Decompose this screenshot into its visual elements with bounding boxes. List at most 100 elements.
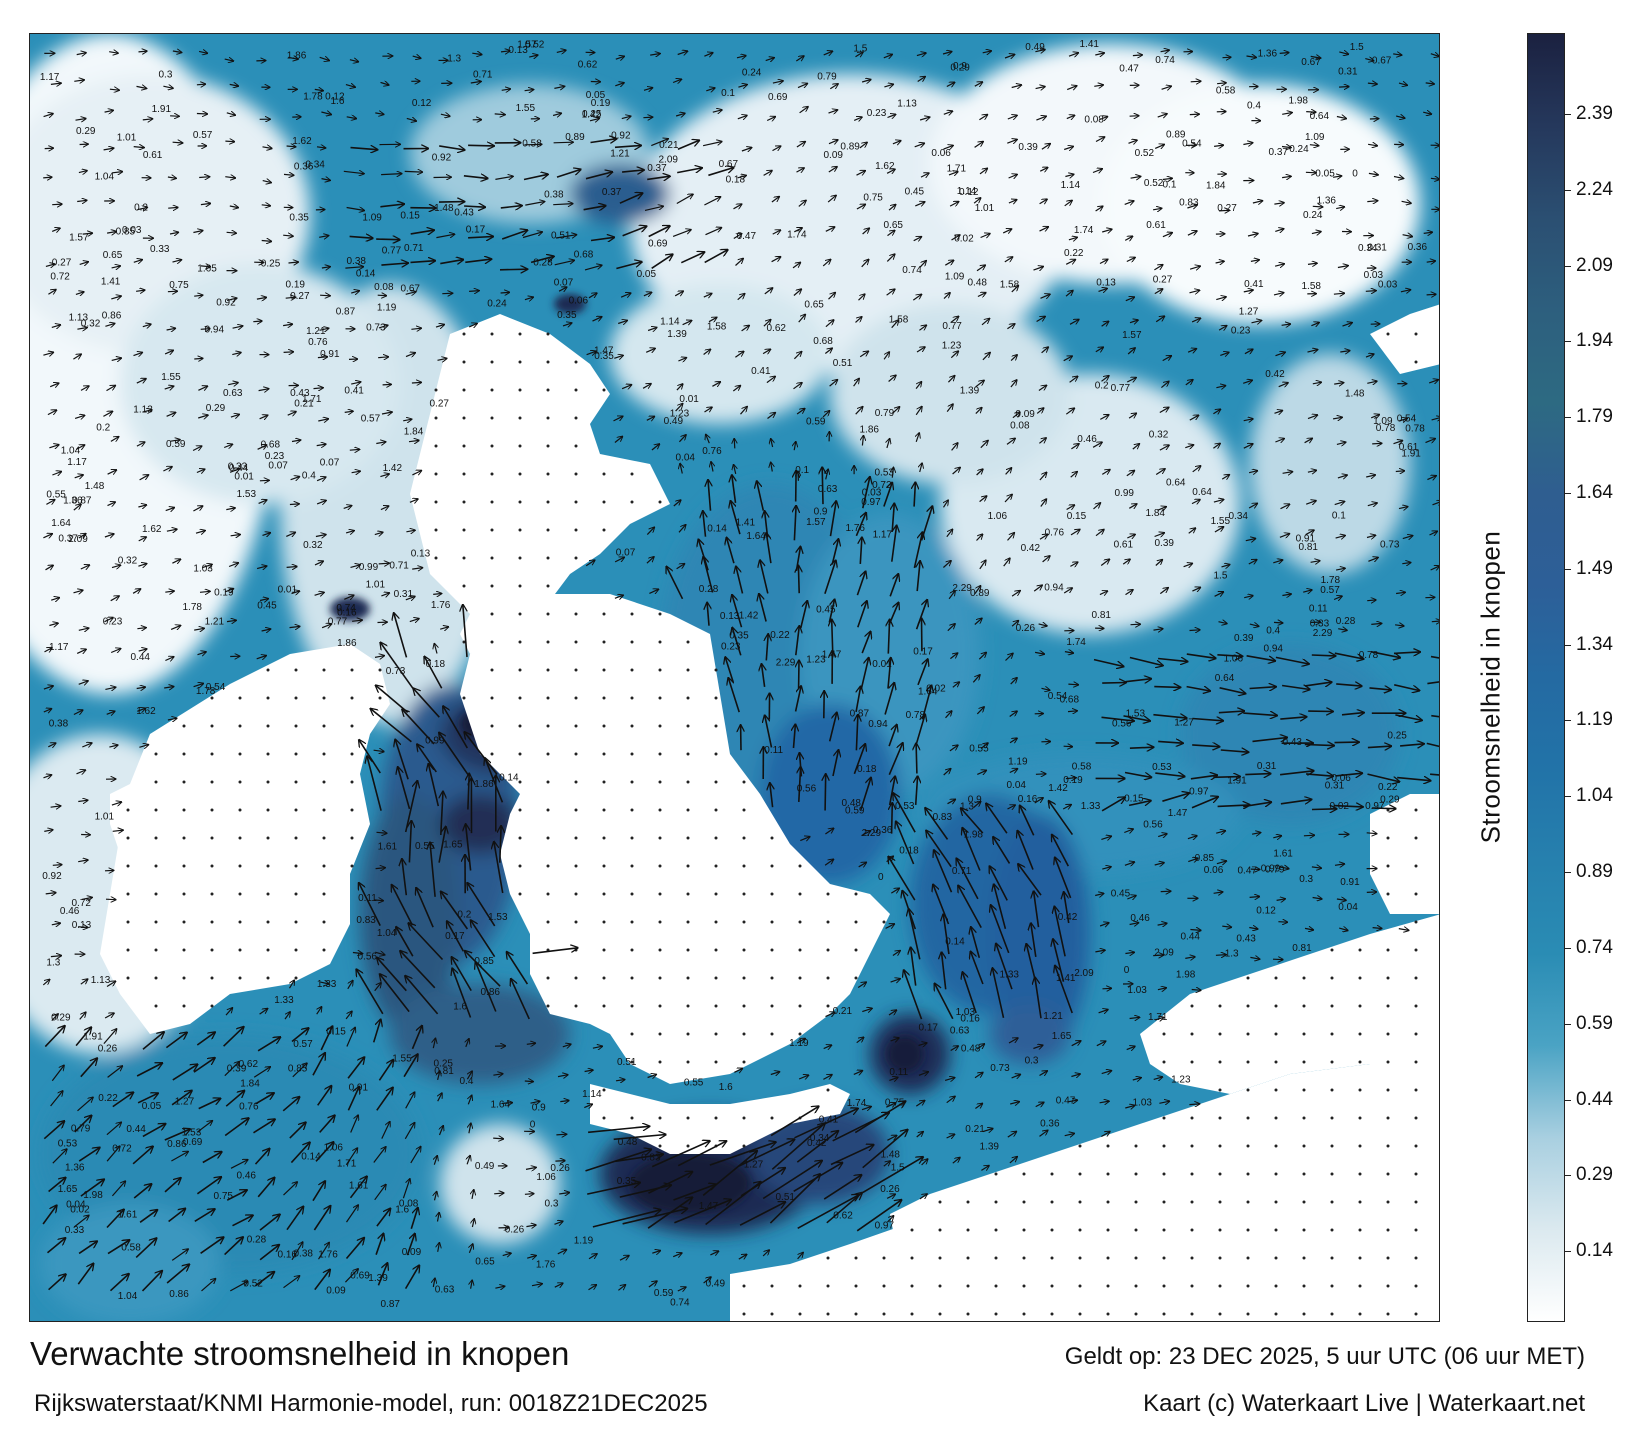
current-arrow bbox=[1004, 54, 1015, 58]
current-arrow bbox=[1099, 591, 1108, 595]
calm-dot bbox=[1246, 1144, 1250, 1148]
current-arrow bbox=[862, 435, 863, 446]
speed-label: 1.86 bbox=[474, 779, 494, 790]
speed-label: 0.27 bbox=[1153, 274, 1173, 285]
current-arrow bbox=[1092, 442, 1102, 448]
current-arrow bbox=[464, 206, 485, 207]
calm-dot bbox=[574, 500, 578, 504]
current-arrow bbox=[1007, 139, 1017, 143]
current-arrow bbox=[952, 682, 960, 688]
current-arrow bbox=[1064, 146, 1073, 149]
speed-label: 1.01 bbox=[95, 811, 115, 822]
current-arrow bbox=[741, 325, 750, 332]
land-bottom-right bbox=[730, 1223, 910, 1321]
calm-dot bbox=[770, 892, 774, 896]
current-arrow bbox=[558, 287, 567, 291]
current-arrow bbox=[202, 564, 212, 567]
calm-dot bbox=[658, 1004, 662, 1008]
current-arrow bbox=[1423, 232, 1433, 233]
calm-dot bbox=[602, 808, 606, 812]
calm-dot bbox=[658, 1060, 662, 1064]
calm-dot bbox=[602, 892, 606, 896]
current-arrow bbox=[378, 563, 390, 564]
speed-label: 1.41 bbox=[1080, 39, 1100, 50]
current-arrow bbox=[1190, 81, 1201, 82]
speed-label: 0.19 bbox=[1063, 775, 1083, 786]
current-arrow bbox=[1243, 290, 1253, 292]
calm-dot bbox=[658, 724, 662, 728]
current-arrow bbox=[556, 50, 566, 52]
calm-dot bbox=[1218, 1172, 1222, 1176]
current-arrow bbox=[645, 348, 655, 352]
speed-label: 0.81 bbox=[1299, 542, 1319, 553]
speed-label: 0.02 bbox=[954, 234, 974, 245]
current-arrow bbox=[1153, 715, 1186, 718]
speed-label: 0.21 bbox=[659, 140, 679, 151]
speed-label: 0.48 bbox=[618, 1137, 638, 1148]
current-arrow bbox=[1189, 415, 1199, 421]
speed-label: 0.16 bbox=[278, 1249, 298, 1260]
current-arrow bbox=[1070, 472, 1078, 478]
current-arrow bbox=[345, 267, 363, 268]
speed-label: 1.91 bbox=[83, 1032, 103, 1043]
current-arrow bbox=[345, 85, 355, 88]
speed-label: 0.31 bbox=[1325, 781, 1345, 792]
current-arrow bbox=[1038, 385, 1047, 391]
current-arrow bbox=[1034, 652, 1044, 654]
speed-label: 0.62 bbox=[578, 60, 598, 71]
calm-dot bbox=[1022, 1312, 1026, 1316]
current-arrow bbox=[614, 146, 641, 148]
current-arrow bbox=[859, 351, 868, 358]
current-arrow bbox=[614, 595, 623, 598]
calm-dot bbox=[546, 808, 550, 812]
current-arrow bbox=[103, 148, 114, 150]
current-arrow bbox=[889, 574, 898, 597]
current-arrow bbox=[1099, 117, 1108, 120]
current-arrow bbox=[1274, 411, 1283, 414]
current-arrow bbox=[261, 241, 272, 242]
current-arrow bbox=[1250, 260, 1259, 262]
current-arrow bbox=[944, 260, 954, 266]
speed-label: 0.3 bbox=[545, 1199, 559, 1210]
calm-dot bbox=[742, 1032, 746, 1036]
current-arrow bbox=[43, 709, 52, 712]
current-arrow bbox=[167, 718, 177, 720]
calm-dot bbox=[490, 724, 494, 728]
speed-label: 0.29 bbox=[76, 126, 96, 137]
current-arrow bbox=[1305, 501, 1316, 505]
calm-dot bbox=[1302, 1312, 1306, 1316]
current-arrow bbox=[766, 533, 772, 564]
current-arrow bbox=[1161, 381, 1169, 389]
current-arrow bbox=[1334, 383, 1344, 385]
speed-label: 0.29 bbox=[51, 1012, 71, 1023]
current-arrow bbox=[1427, 681, 1439, 685]
speed-label: 1.74 bbox=[1074, 225, 1094, 236]
speed-label: 0.97 bbox=[1189, 786, 1209, 797]
speed-label: 0.11 bbox=[764, 745, 783, 756]
calm-dot bbox=[154, 752, 158, 756]
current-arrow bbox=[1365, 291, 1376, 292]
calm-dot bbox=[462, 444, 466, 448]
speed-label: 1.98 bbox=[964, 829, 984, 840]
speed-label: 0.71 bbox=[404, 243, 424, 254]
current-arrow bbox=[291, 591, 300, 594]
calm-dot bbox=[826, 948, 830, 952]
current-arrow bbox=[111, 296, 121, 299]
calm-dot bbox=[574, 920, 578, 924]
current-arrow bbox=[887, 230, 895, 237]
speed-label: 1.39 bbox=[667, 329, 687, 340]
current-arrow bbox=[712, 382, 720, 387]
speed-label: 0.07 bbox=[554, 278, 574, 289]
speed-label: 0.38 bbox=[544, 189, 564, 200]
current-arrow bbox=[712, 110, 722, 112]
current-arrow bbox=[1402, 536, 1413, 539]
calm-dot bbox=[630, 724, 634, 728]
current-arrow bbox=[1155, 316, 1164, 323]
current-arrow bbox=[105, 687, 116, 689]
current-arrow bbox=[1192, 587, 1200, 591]
current-speed-map[interactable]: 0.35 0.31 0.26 0.27 0.13 0.29 0.23 0.14 0.12 0.2 0… bbox=[29, 33, 1440, 1322]
current-arrow bbox=[733, 234, 742, 240]
colorbar-tick-mark bbox=[1565, 568, 1571, 570]
calm-dot bbox=[882, 920, 886, 924]
calm-dot bbox=[154, 976, 158, 980]
